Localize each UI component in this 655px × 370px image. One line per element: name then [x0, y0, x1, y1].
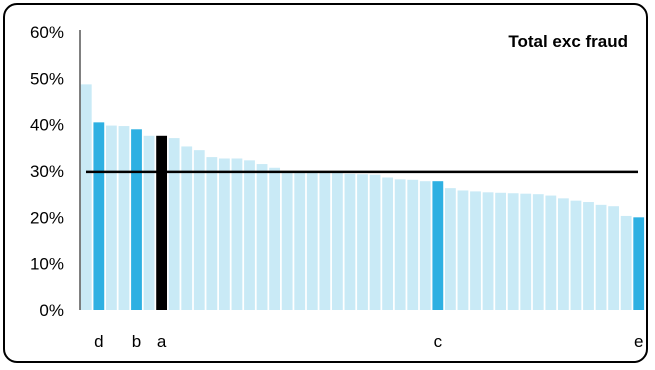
bar — [306, 172, 318, 310]
bar — [256, 164, 268, 310]
bar — [394, 179, 406, 310]
bar — [118, 126, 130, 310]
bar-focus — [156, 135, 168, 310]
bar — [419, 181, 431, 310]
bar — [545, 195, 557, 310]
bar — [357, 174, 368, 310]
bar — [105, 125, 117, 310]
bar — [331, 172, 343, 310]
bar — [583, 202, 594, 310]
bars — [80, 84, 645, 310]
bar — [520, 193, 532, 310]
bar-highlight — [633, 217, 645, 310]
bar — [80, 84, 92, 310]
bar — [344, 173, 356, 310]
bar — [482, 192, 494, 310]
bar — [181, 146, 193, 310]
bar — [507, 193, 519, 310]
bar — [532, 194, 544, 310]
bar — [369, 174, 381, 310]
x-tick-label: b — [132, 332, 141, 351]
bar — [557, 198, 569, 310]
x-tick-label: a — [157, 332, 167, 351]
y-tick-label: 50% — [30, 69, 64, 88]
x-tick-label: e — [634, 332, 643, 351]
bar — [244, 160, 255, 310]
bar — [319, 172, 331, 310]
bar — [168, 138, 180, 310]
bar — [218, 158, 230, 310]
bar-highlight — [432, 181, 444, 310]
bar — [143, 135, 155, 310]
bar — [193, 150, 205, 310]
x-tick-label: c — [434, 332, 443, 351]
y-axis-tick-labels: 0% 10% 20% 30% 40% 50% 60% — [30, 23, 64, 320]
x-tick-label: d — [94, 332, 103, 351]
bar — [206, 157, 218, 310]
bar-highlight — [93, 122, 105, 310]
y-tick-label: 10% — [30, 255, 64, 274]
bar — [407, 179, 419, 310]
y-tick-label: 0% — [39, 301, 64, 320]
bar — [444, 188, 456, 310]
bar — [231, 158, 243, 310]
bar — [570, 200, 582, 310]
y-tick-label: 60% — [30, 23, 64, 42]
bar — [620, 215, 632, 310]
chart-title: Total exc fraud — [508, 32, 628, 51]
bar — [470, 191, 481, 310]
x-axis-labels: d b a e c — [94, 332, 643, 351]
y-tick-label: 40% — [30, 116, 64, 135]
bar — [294, 172, 306, 310]
bar-highlight — [131, 129, 142, 310]
bar — [269, 167, 281, 310]
bar — [495, 192, 507, 310]
y-tick-label: 30% — [30, 162, 64, 181]
y-tick-label: 20% — [30, 208, 64, 227]
bar — [382, 177, 394, 310]
bar — [457, 190, 469, 310]
bar — [281, 171, 293, 310]
bar — [595, 204, 607, 310]
bar — [608, 206, 620, 310]
